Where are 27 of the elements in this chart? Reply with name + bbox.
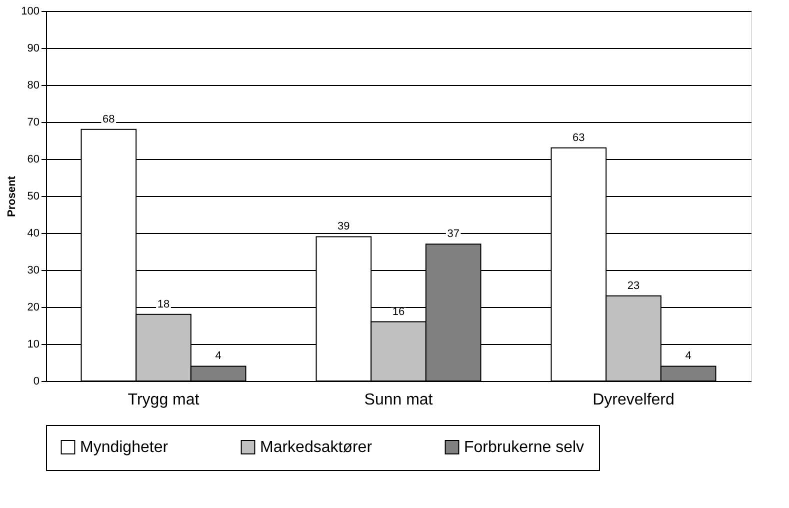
data-label: 68: [102, 113, 115, 126]
data-label: 63: [572, 132, 585, 144]
data-label: 39: [338, 220, 350, 233]
y-tick-label: 50: [27, 190, 40, 202]
x-tick-label: Trygg mat: [128, 392, 200, 408]
y-tick-label: 80: [27, 80, 40, 92]
data-label: 23: [627, 280, 640, 292]
y-tick-label: 70: [27, 116, 40, 128]
legend-label: Markedsaktører: [260, 439, 373, 456]
legend-label: Myndigheter: [80, 439, 169, 456]
y-tick-label: 0: [33, 376, 40, 388]
y-axis-title: Prosent: [6, 176, 18, 217]
y-tick-label: 100: [21, 6, 40, 18]
y-tick-label: 30: [27, 264, 40, 276]
data-label: 4: [685, 350, 692, 362]
y-tick-label: 90: [27, 42, 40, 54]
data-label: 18: [157, 298, 170, 310]
x-tick-label: Sunn mat: [364, 392, 434, 408]
data-label: 37: [447, 228, 460, 240]
y-tick-label: 60: [27, 154, 40, 166]
y-tick-label: 10: [27, 338, 40, 350]
data-label: 16: [392, 306, 405, 318]
data-label: 4: [215, 350, 222, 362]
x-tick-label: Dyrevelferd: [592, 392, 674, 408]
legend-label: Forbrukerne selv: [464, 439, 584, 456]
y-tick-label: 40: [27, 228, 40, 240]
y-tick-label: 20: [27, 302, 40, 314]
